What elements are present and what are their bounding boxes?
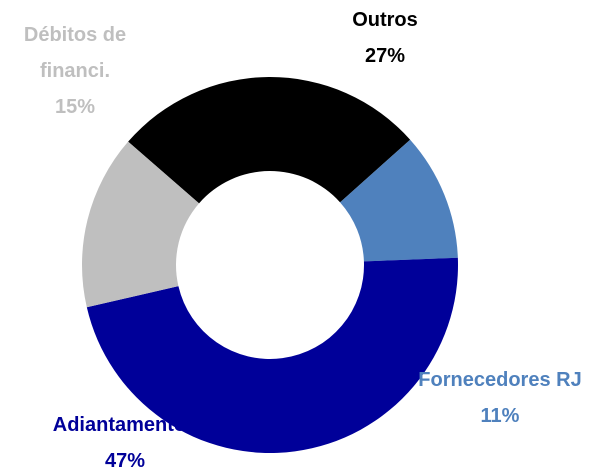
category-label: Fornecedores RJ	[418, 369, 582, 391]
slice-label: Débitos de financi. 15%	[10, 17, 140, 125]
category-label: Débitos de financi.	[23, 24, 127, 82]
value-label: 11%	[480, 405, 520, 427]
donut-slice	[128, 76, 411, 204]
value-label: 27%	[364, 45, 406, 67]
donut-slice	[86, 257, 458, 453]
category-label: Outros	[352, 9, 418, 31]
value-label: 47%	[104, 450, 146, 471]
slice-label: Adiantamentos 47%	[25, 407, 225, 471]
slice-label: Fornecedores RJ 11%	[400, 362, 600, 434]
donut-slice	[340, 139, 458, 262]
slice-label: Outros 27%	[315, 2, 455, 74]
donut-slice	[82, 141, 200, 308]
value-label: 15%	[54, 96, 96, 118]
category-label: Adiantamentos	[52, 414, 198, 436]
